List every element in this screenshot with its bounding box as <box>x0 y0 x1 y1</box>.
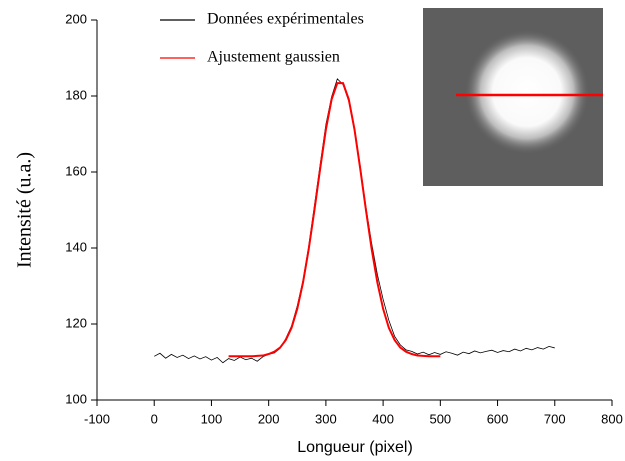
x-tick-label: 600 <box>487 411 509 426</box>
y-tick-label: 180 <box>65 87 87 102</box>
x-tick-label: 300 <box>315 411 337 426</box>
x-tick-label: 500 <box>429 411 451 426</box>
x-tick-label: 100 <box>201 411 223 426</box>
x-tick-label: 700 <box>544 411 566 426</box>
x-tick-label: 200 <box>258 411 280 426</box>
y-tick-label: 100 <box>65 391 87 406</box>
x-tick-label: 400 <box>372 411 394 426</box>
legend-label: Ajustement gaussien <box>207 49 340 66</box>
inset-image <box>423 8 603 186</box>
y-tick-label: 140 <box>65 239 87 254</box>
x-tick-label: 0 <box>151 411 158 426</box>
y-axis-label: Intensité (u.a.) <box>14 152 36 268</box>
x-tick-label: -100 <box>84 411 110 426</box>
x-tick-label: 800 <box>601 411 623 426</box>
legend-label: Données expérimentales <box>207 11 364 28</box>
y-tick-label: 120 <box>65 315 87 330</box>
x-axis-label: Longueur (pixel) <box>297 439 413 456</box>
series-line <box>228 82 441 358</box>
y-tick-label: 160 <box>65 163 87 178</box>
y-tick-label: 200 <box>65 11 87 26</box>
